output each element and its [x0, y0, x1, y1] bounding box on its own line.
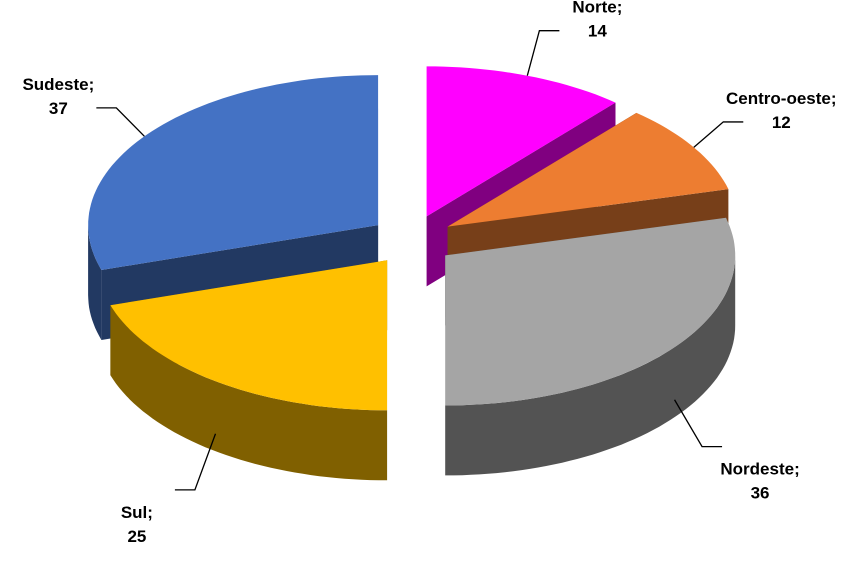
leader-line: [96, 107, 145, 137]
data-label-value: 12: [772, 113, 791, 132]
data-label-category: Sudeste: [22, 75, 88, 94]
pie-slice: [88, 75, 379, 270]
data-label-separator: ;: [617, 0, 623, 17]
data-label: Centro-oeste; 12: [726, 89, 837, 132]
leader-line: [693, 121, 744, 148]
data-label-category: Centro-oeste: [726, 89, 831, 108]
data-label-category: Norte: [572, 0, 616, 17]
leader-line: [174, 433, 217, 491]
data-label-value: 36: [751, 484, 770, 503]
slice: [110, 260, 388, 481]
data-label-category: Nordeste: [720, 460, 794, 479]
data-label-separator: ;: [831, 89, 837, 108]
data-label: Nordeste; 36: [720, 460, 799, 503]
data-label: Sudeste; 37: [22, 75, 94, 118]
slice: [445, 217, 736, 476]
pie-slice: [445, 217, 736, 406]
leader-line: [673, 399, 723, 448]
data-label: Sul; 25: [121, 503, 153, 546]
slice-side: [88, 225, 102, 340]
pie-slice: [426, 66, 616, 217]
data-label: Norte; 14: [572, 0, 622, 41]
data-label-value: 37: [49, 99, 68, 118]
slice-side: [110, 305, 388, 481]
data-label-category: Sul: [121, 503, 147, 522]
pie-slice: [110, 260, 388, 411]
data-label-separator: ;: [89, 75, 95, 94]
leader-line: [526, 30, 560, 76]
data-label-separator: ;: [794, 460, 800, 479]
data-label-value: 14: [588, 22, 607, 41]
pie-slice: [447, 112, 729, 227]
data-label-separator: ;: [147, 503, 153, 522]
slice-side: [445, 255, 736, 476]
data-label-value: 25: [127, 527, 146, 546]
